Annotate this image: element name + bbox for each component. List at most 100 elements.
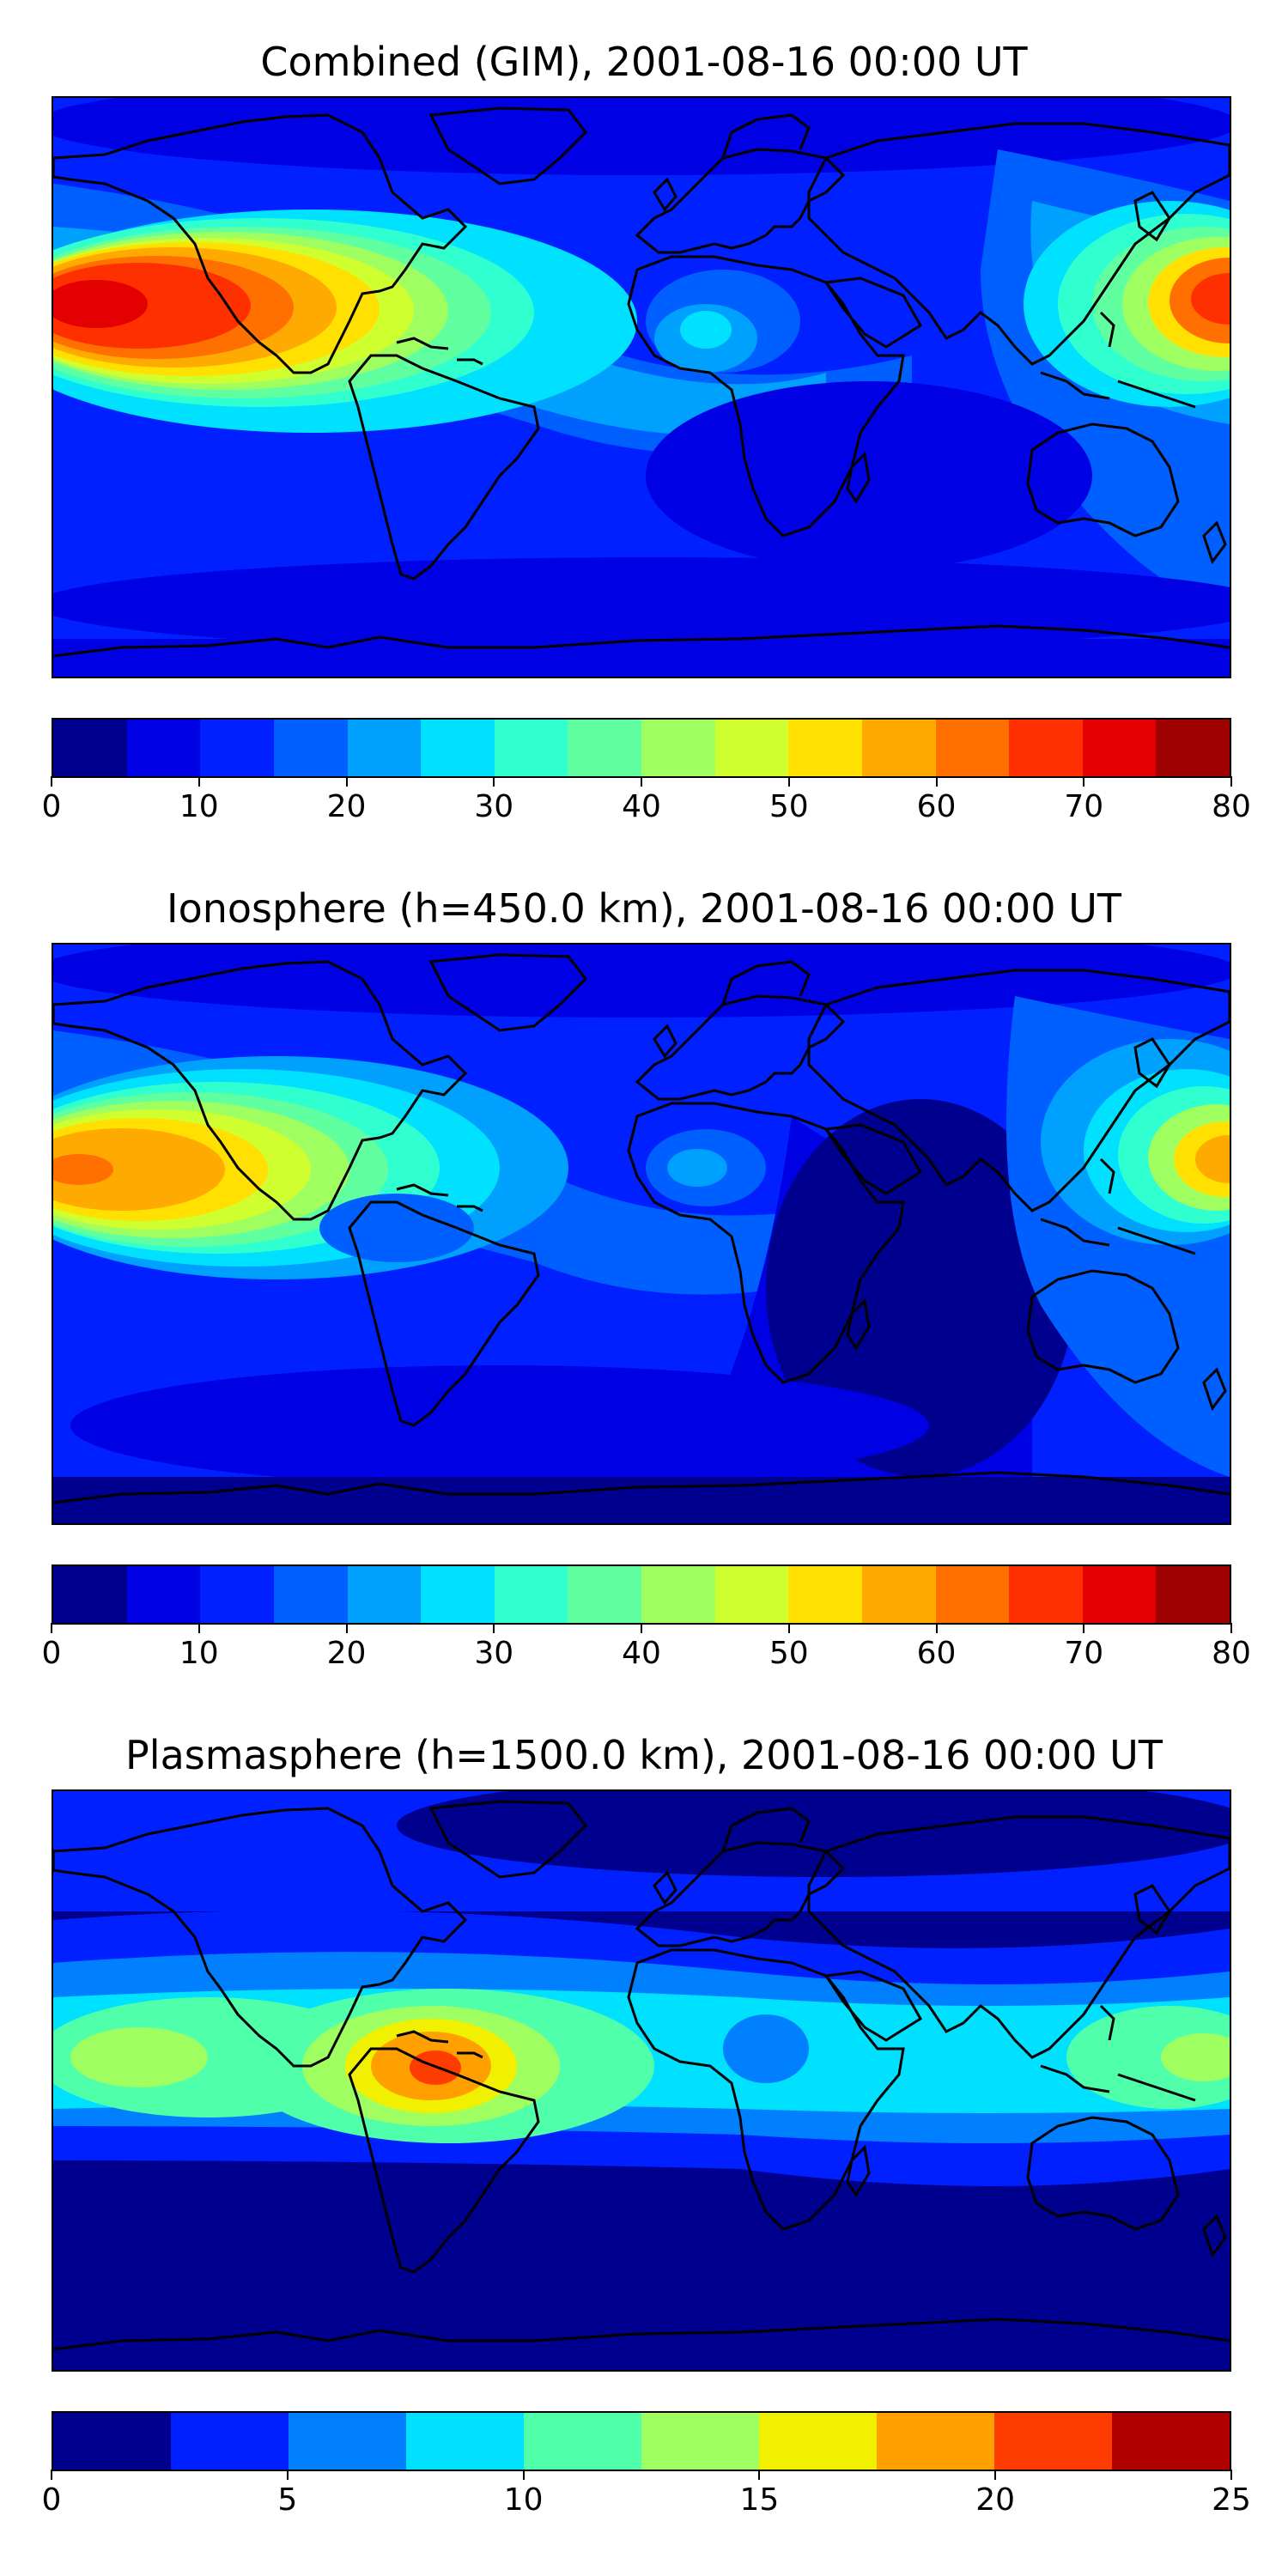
colorbar-segment: [1009, 1566, 1083, 1623]
colorbar-tick-label: 0: [41, 789, 62, 824]
colorbar-segment: [568, 720, 641, 776]
colorbar-tick: [286, 2470, 289, 2480]
colorbar-tick: [345, 776, 348, 787]
colorbar-segment: [1112, 2413, 1230, 2470]
colorbar-segment: [1009, 720, 1083, 776]
colorbar-segment: [641, 2413, 759, 2470]
colorbar-segment: [53, 1566, 127, 1623]
colorbar-segment: [877, 2413, 994, 2470]
map-combined: [52, 96, 1231, 678]
colorbar-segment: [1156, 1566, 1230, 1623]
colorbar-segment: [935, 720, 1010, 776]
colorbar-tick: [1083, 776, 1085, 787]
colorbar-segment: [1156, 720, 1230, 776]
colorbar-segment: [1082, 720, 1157, 776]
colorbar-tick: [1230, 1623, 1232, 1633]
colorbar-tick-label: 50: [769, 789, 809, 824]
panel-title-plasmasphere: Plasmasphere (h=1500.0 km), 2001-08-16 0…: [125, 1732, 1163, 1778]
colorbar-tick-label: 40: [622, 1636, 661, 1671]
colorbar-tick: [522, 2470, 525, 2480]
colorbar-tick-label: 50: [769, 1636, 809, 1671]
colorbar-tick: [758, 2470, 761, 2480]
map-plasmasphere: [52, 1789, 1231, 2372]
colorbar-segment: [289, 2413, 406, 2470]
colorbar-segment: [273, 1566, 348, 1623]
colorbar-segment: [200, 1566, 274, 1623]
colorbar-tick-label: 5: [277, 2482, 298, 2518]
colorbar-tick: [345, 1623, 348, 1633]
colorbar-tick: [197, 776, 200, 787]
colorbar-tick-label: 0: [41, 2482, 62, 2518]
colorbar-segment: [788, 720, 862, 776]
colorbar-ticks-ionosphere: 0 10 20 30 40 50 60 70 80: [42, 1623, 1251, 1674]
colorbar-tick: [787, 1623, 790, 1633]
colorbar-segment: [714, 1566, 789, 1623]
colorbar-segment: [568, 1566, 641, 1623]
colorbar-tick: [51, 1623, 52, 1633]
colorbar-segment: [273, 720, 348, 776]
colorbar-tick-label: 60: [916, 789, 957, 824]
colorbar-tick-label: 10: [179, 789, 219, 824]
colorbar-segment: [641, 720, 715, 776]
colorbar-tick: [935, 1623, 938, 1633]
colorbar-segment: [524, 2413, 641, 2470]
colorbar-segment: [788, 1566, 862, 1623]
colorbar-tick-label: 20: [326, 1636, 367, 1671]
colorbar-tick-label: 80: [1212, 1636, 1251, 1671]
colorbar-segment: [200, 720, 274, 776]
colorbar-segment: [126, 1566, 201, 1623]
colorbar-plasmasphere: [52, 2411, 1231, 2471]
colorbar-tick-label: 10: [179, 1636, 219, 1671]
colorbar-segment: [171, 2413, 289, 2470]
map-ionosphere: [52, 943, 1231, 1525]
colorbar-segment: [994, 2413, 1112, 2470]
colorbar-tick-label: 15: [739, 2482, 780, 2518]
colorbar-tick: [641, 1623, 642, 1633]
colorbar-segment: [861, 1566, 936, 1623]
colorbar-tick-label: 70: [1064, 789, 1104, 824]
colorbar-segment: [53, 720, 127, 776]
colorbar-tick-label: 20: [975, 2482, 1016, 2518]
colorbar-segment: [126, 720, 201, 776]
colorbar-tick-label: 30: [474, 1636, 514, 1671]
colorbar-tick-label: 10: [503, 2482, 544, 2518]
colorbar-tick: [493, 1623, 495, 1633]
colorbar-tick: [1083, 1623, 1085, 1633]
colorbar-tick: [51, 2470, 52, 2480]
colorbar-tick: [493, 776, 495, 787]
colorbar-tick-label: 60: [916, 1636, 957, 1671]
colorbar-segment: [494, 1566, 568, 1623]
panel-title-combined: Combined (GIM), 2001-08-16 00:00 UT: [260, 39, 1028, 85]
colorbar-segment: [421, 720, 495, 776]
colorbar-tick: [641, 776, 642, 787]
colorbar-segment: [714, 720, 789, 776]
colorbar-tick-label: 0: [41, 1636, 62, 1671]
colorbar-tick-label: 80: [1212, 789, 1251, 824]
colorbar-tick-label: 70: [1064, 1636, 1104, 1671]
colorbar-ticks-plasmasphere: 0 5 10 15 20 25: [42, 2470, 1251, 2521]
colorbar-segment: [406, 2413, 524, 2470]
colorbar-ionosphere: [52, 1564, 1231, 1625]
colorbar-segment: [1082, 1566, 1157, 1623]
colorbar-segment: [347, 1566, 422, 1623]
colorbar-segment: [53, 2413, 171, 2470]
colorbar-ticks-combined: 0 10 20 30 40 50 60 70 80: [42, 776, 1251, 828]
colorbar-segment: [861, 720, 936, 776]
colorbar-tick: [1230, 776, 1232, 787]
panel-title-ionosphere: Ionosphere (h=450.0 km), 2001-08-16 00:0…: [167, 885, 1121, 932]
colorbar-tick-label: 30: [474, 789, 514, 824]
colorbar-tick: [197, 1623, 200, 1633]
colorbar-segment: [494, 720, 568, 776]
colorbar-tick: [1230, 2470, 1232, 2480]
colorbar-combined: [52, 718, 1231, 778]
colorbar-segment: [347, 720, 422, 776]
colorbar-tick-label: 20: [326, 789, 367, 824]
colorbar-tick: [787, 776, 790, 787]
colorbar-segment: [759, 2413, 877, 2470]
colorbar-segment: [641, 1566, 715, 1623]
colorbar-tick-label: 25: [1212, 2482, 1251, 2518]
colorbar-tick-label: 40: [622, 789, 661, 824]
colorbar-tick: [935, 776, 938, 787]
colorbar-tick: [994, 2470, 997, 2480]
colorbar-tick: [51, 776, 52, 787]
